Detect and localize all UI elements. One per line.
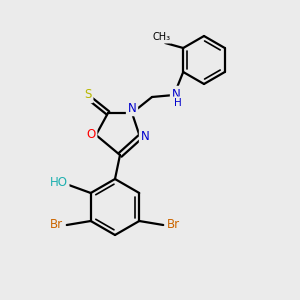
Text: N: N	[128, 101, 136, 115]
Text: Br: Br	[167, 218, 180, 232]
Text: Br: Br	[50, 218, 63, 232]
Text: N: N	[141, 130, 149, 143]
Text: CH₃: CH₃	[152, 32, 170, 42]
Text: O: O	[86, 128, 96, 142]
Text: H: H	[174, 98, 182, 108]
Text: HO: HO	[50, 176, 68, 190]
Text: N: N	[172, 88, 180, 100]
Text: S: S	[84, 88, 92, 101]
